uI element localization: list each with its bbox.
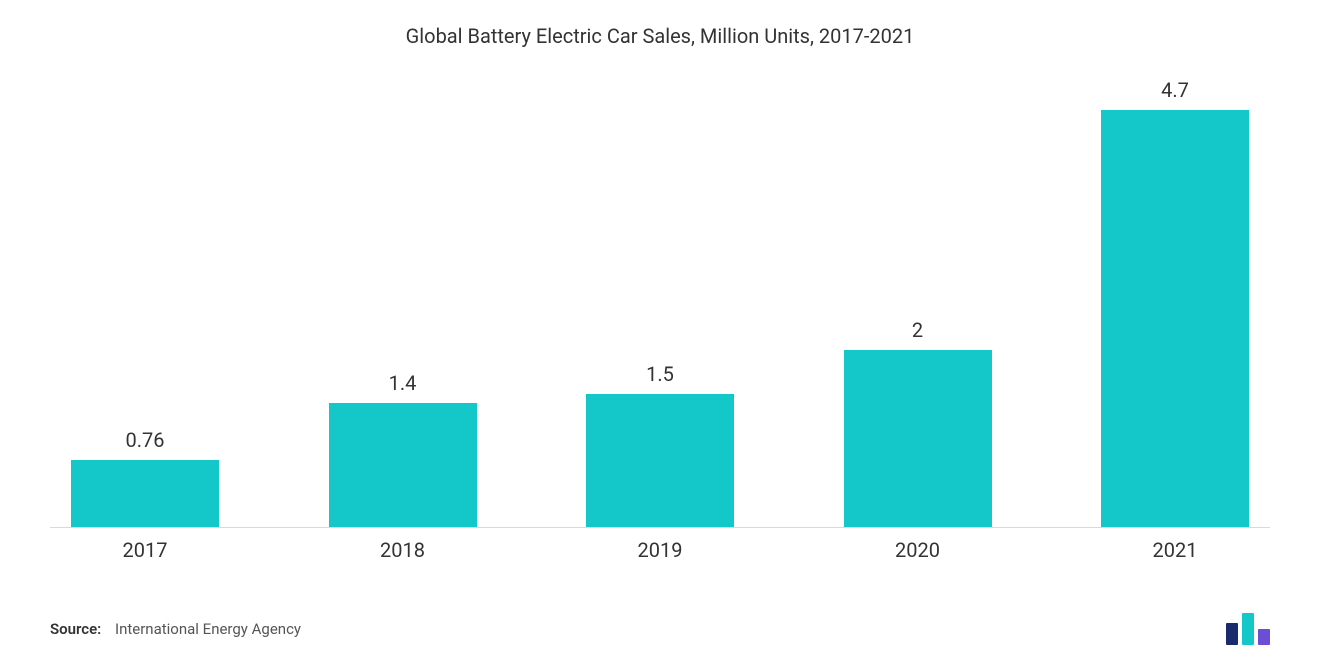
source-text: International Energy Agency: [115, 620, 301, 638]
bar: [71, 460, 219, 527]
x-axis-label: 2020: [833, 538, 1003, 562]
bar-value-label: 0.76: [126, 428, 165, 452]
bar: [1101, 110, 1249, 527]
chart-plot-area: 0.76 1.4 1.5 2 4.7: [50, 58, 1270, 528]
chart-footer: Source: International Energy Agency: [50, 613, 1270, 645]
bar-slot: 4.7: [1090, 78, 1260, 527]
x-axis-label: 2021: [1090, 538, 1260, 562]
brand-logo-icon: [1226, 613, 1270, 645]
x-axis-label: 2017: [60, 538, 230, 562]
bar-slot: 2: [833, 318, 1003, 527]
chart-title: Global Battery Electric Car Sales, Milli…: [50, 24, 1270, 48]
bar-value-label: 1.4: [389, 371, 417, 395]
logo-bar: [1242, 613, 1254, 645]
bar: [586, 394, 734, 527]
source-label: Source:: [50, 620, 101, 638]
bar: [329, 403, 477, 527]
bar-value-label: 1.5: [646, 362, 674, 386]
chart-container: Global Battery Electric Car Sales, Milli…: [0, 0, 1320, 665]
bar: [844, 350, 992, 527]
bar-value-label: 2: [912, 318, 923, 342]
bar-slot: 0.76: [60, 428, 230, 527]
bars-row: 0.76 1.4 1.5 2 4.7: [50, 58, 1270, 527]
x-axis-labels: 2017 2018 2019 2020 2021: [50, 528, 1270, 562]
logo-bar: [1258, 629, 1270, 645]
logo-bar: [1226, 623, 1238, 645]
bar-slot: 1.5: [575, 362, 745, 527]
x-axis-label: 2018: [318, 538, 488, 562]
x-axis-label: 2019: [575, 538, 745, 562]
bar-value-label: 4.7: [1161, 78, 1189, 102]
bar-slot: 1.4: [318, 371, 488, 527]
source-line: Source: International Energy Agency: [50, 620, 301, 638]
